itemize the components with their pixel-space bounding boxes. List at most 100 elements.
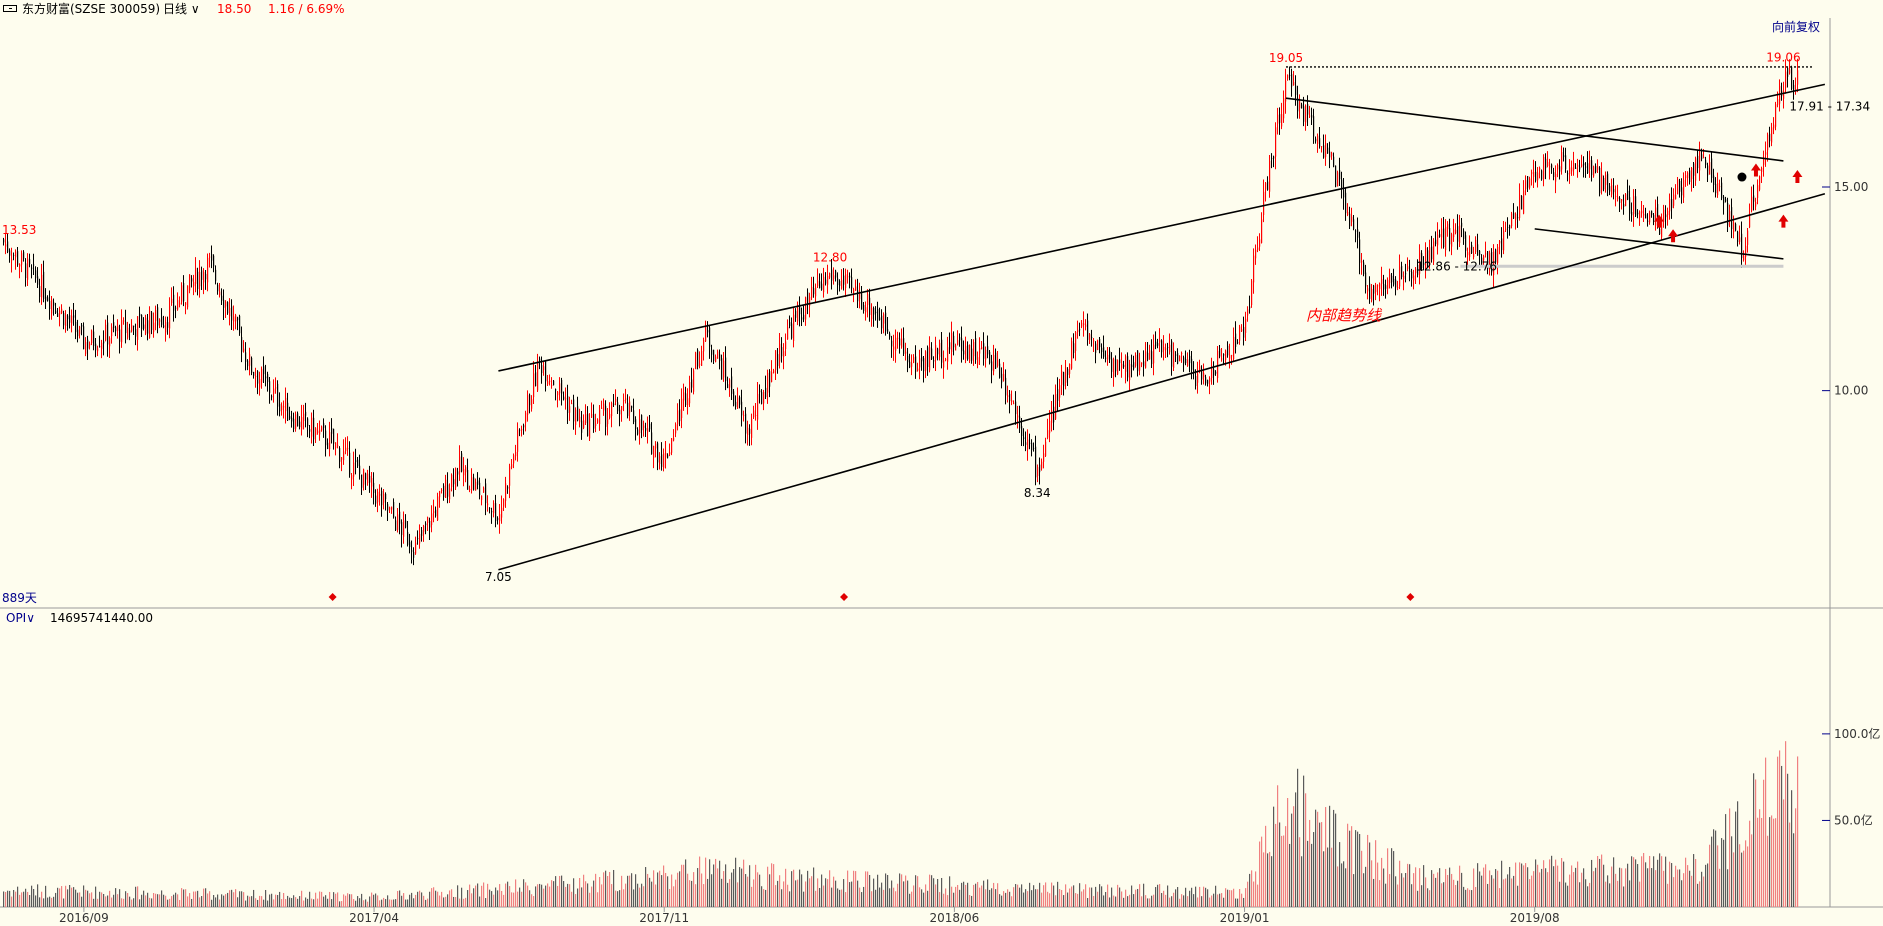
candle-body xyxy=(1475,239,1477,252)
candle-body xyxy=(51,299,53,314)
price-label: 19.06 xyxy=(1766,51,1800,65)
candle-body xyxy=(1281,114,1283,127)
volume-bar xyxy=(379,900,381,907)
volume-bar xyxy=(951,886,953,907)
volume-bar xyxy=(1499,888,1501,907)
candle-body xyxy=(305,411,307,416)
volume-bar xyxy=(597,892,599,907)
volume-bar xyxy=(949,876,951,907)
volume-bar xyxy=(673,886,675,907)
candle-body xyxy=(1055,394,1057,419)
candle-body xyxy=(1247,309,1249,316)
candle-body xyxy=(1059,385,1061,398)
volume-bar xyxy=(1407,863,1409,907)
candle-body xyxy=(285,397,287,412)
candle-body xyxy=(1655,207,1657,226)
candle-body xyxy=(385,494,387,500)
volume-bar xyxy=(833,876,835,907)
volume-bar xyxy=(1241,893,1243,907)
volume-bar xyxy=(1269,851,1271,907)
volume-bar xyxy=(1155,887,1157,907)
volume-bar xyxy=(1717,845,1719,907)
volume-bar xyxy=(367,901,369,907)
candle-body xyxy=(683,392,685,401)
candle-body xyxy=(901,338,903,348)
candle-body xyxy=(621,406,623,410)
candle-body xyxy=(93,331,95,347)
volume-bar xyxy=(1637,864,1639,907)
candle-body xyxy=(201,270,203,280)
volume-bar xyxy=(1093,895,1095,907)
volume-bar xyxy=(181,888,183,907)
volume-bar xyxy=(773,864,775,907)
volume-bar xyxy=(1479,871,1481,907)
candle-body xyxy=(727,384,729,389)
volume-bar xyxy=(1205,887,1207,907)
candle-body xyxy=(1399,266,1401,287)
volume-bar xyxy=(1293,806,1295,907)
candle-body xyxy=(775,350,777,371)
candle-body xyxy=(1057,389,1059,401)
volume-bar xyxy=(1161,893,1163,907)
period-dropdown[interactable]: 日线 ∨ xyxy=(163,0,200,18)
candle-body xyxy=(509,466,511,486)
candle-body xyxy=(205,273,207,280)
candle-body xyxy=(1629,197,1631,214)
candle-body xyxy=(1051,410,1053,423)
volume-bar xyxy=(1195,886,1197,907)
volume-bar xyxy=(1489,870,1491,907)
candle-body xyxy=(447,484,449,497)
candle-body xyxy=(309,429,311,432)
candle-body xyxy=(337,445,339,447)
candle-body xyxy=(567,396,569,414)
candle-body xyxy=(1495,249,1497,263)
volume-bar xyxy=(677,872,679,907)
volume-bar xyxy=(1529,879,1531,907)
volume-bar xyxy=(1303,775,1305,907)
opi-label: OPI xyxy=(6,611,27,625)
price-label: 17.91 - 17.34 xyxy=(1789,100,1870,114)
volume-bar xyxy=(407,899,409,907)
candle-body xyxy=(493,503,495,514)
volume-bar xyxy=(1397,884,1399,907)
candle-body xyxy=(13,254,15,256)
volume-bar xyxy=(233,892,235,907)
candle-body xyxy=(1541,170,1543,180)
candle-body xyxy=(315,428,317,436)
candle-body xyxy=(531,399,533,409)
volume-bar xyxy=(917,876,919,907)
candle-body xyxy=(1447,223,1449,230)
volume-bar xyxy=(127,893,129,907)
volume-bar xyxy=(1229,890,1231,907)
volume-bar xyxy=(1425,877,1427,907)
adjust-mode-button[interactable]: 向前复权 xyxy=(1772,20,1821,34)
candle-body xyxy=(685,393,687,406)
volume-bar xyxy=(521,891,523,907)
volume-bar xyxy=(1639,881,1641,907)
candle-body xyxy=(881,315,883,329)
candle-body xyxy=(857,290,859,302)
volume-bar xyxy=(1007,889,1009,907)
volume-bar xyxy=(1761,817,1763,907)
candle-body xyxy=(149,310,151,338)
window-toggle-icon[interactable] xyxy=(3,5,17,12)
volume-bar xyxy=(1011,896,1013,907)
volume-bar xyxy=(103,893,105,907)
candle-body xyxy=(1605,174,1607,185)
volume-bar xyxy=(461,887,463,907)
volume-bar xyxy=(1335,813,1337,907)
candle-body xyxy=(1217,350,1219,378)
volume-bar xyxy=(67,889,69,907)
candle-body xyxy=(37,276,39,285)
volume-bar xyxy=(785,868,787,907)
candle-body xyxy=(1431,246,1433,260)
volume-bar xyxy=(1641,856,1643,907)
volume-bar xyxy=(947,895,949,907)
candle-body xyxy=(1309,115,1311,117)
candle-body xyxy=(1459,225,1461,243)
opi-indicator-dropdown[interactable]: OPI∨ xyxy=(6,611,35,625)
candle-body xyxy=(851,277,853,289)
volume-bar xyxy=(323,896,325,907)
volume-bar xyxy=(1591,859,1593,907)
